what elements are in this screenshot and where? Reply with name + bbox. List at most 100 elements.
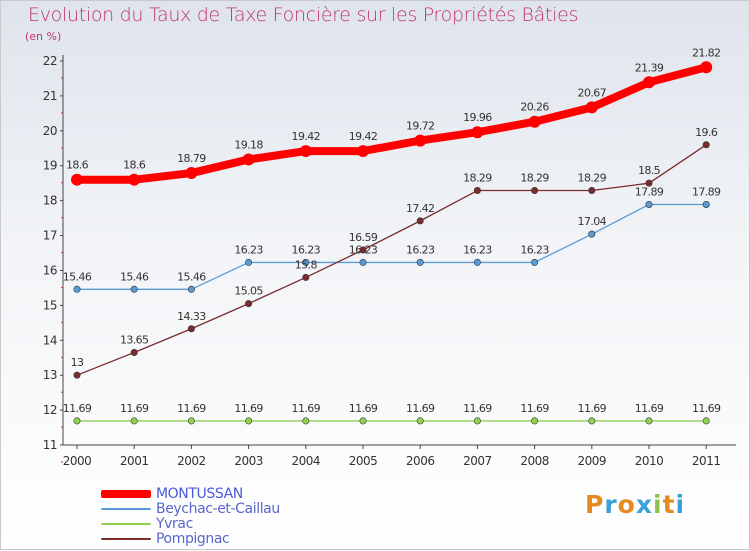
x-tick-label: 2010 <box>635 454 664 468</box>
data-label-pompignac: 18.29 <box>463 172 492 185</box>
series-line-montussan <box>73 63 711 184</box>
y-tick-label: 22 <box>43 54 57 68</box>
data-point-beychac-et-caillau <box>359 258 367 266</box>
data-point-beychac-et-caillau <box>588 230 596 238</box>
data-label-beychac-et-caillau: 17.89 <box>692 185 721 198</box>
data-label-pompignac: 15.05 <box>234 285 263 298</box>
data-label-montussan: 18.79 <box>177 152 206 165</box>
logo-letter: o <box>617 490 636 519</box>
data-point-pompignac <box>531 187 539 195</box>
chart-title: Evolution du Taux de Taxe Foncière sur l… <box>28 4 579 26</box>
data-point-montussan <box>585 101 598 114</box>
data-label-montussan: 20.67 <box>578 86 607 99</box>
data-point-yvrac <box>130 417 138 425</box>
data-label-beychac-et-caillau: 16.23 <box>234 243 263 256</box>
data-point-pompignac <box>73 371 81 379</box>
y-tick-label: 21 <box>43 89 57 103</box>
data-point-montussan <box>299 145 312 158</box>
data-point-beychac-et-caillau <box>416 258 424 266</box>
data-point-yvrac <box>416 417 424 425</box>
data-label-beychac-et-caillau: 15.46 <box>177 270 206 283</box>
data-label-montussan: 21.82 <box>692 46 721 59</box>
data-label-pompignac: 16.59 <box>349 231 378 244</box>
data-label-beychac-et-caillau: 17.89 <box>635 185 664 198</box>
data-point-beychac-et-caillau <box>73 285 81 293</box>
data-point-pompignac <box>187 325 195 333</box>
x-tick-label: 2003 <box>234 454 263 468</box>
legend-swatch <box>101 522 151 525</box>
data-point-yvrac <box>73 417 81 425</box>
data-label-yvrac: 11.69 <box>349 402 378 415</box>
data-label-montussan: 20.26 <box>520 101 549 114</box>
x-tick-label: 2008 <box>520 454 549 468</box>
y-tick-label: 17 <box>43 229 57 243</box>
data-label-pompignac: 13.65 <box>120 333 149 346</box>
data-label-pompignac: 18.5 <box>638 164 661 177</box>
data-label-montussan: 19.72 <box>406 120 435 133</box>
data-point-yvrac <box>702 417 710 425</box>
x-tick-label: 2009 <box>578 454 607 468</box>
data-label-yvrac: 11.69 <box>578 402 607 415</box>
data-point-pompignac <box>416 217 424 225</box>
legend-swatch <box>101 507 151 510</box>
y-tick-label: 15 <box>43 298 57 312</box>
series-line-pompignac <box>76 144 707 376</box>
y-tick-label: 19 <box>43 159 57 173</box>
logo-letter: P <box>585 490 605 519</box>
legend-label: MONTUSSAN <box>156 485 243 502</box>
data-point-beychac-et-caillau <box>473 258 481 266</box>
data-point-yvrac <box>473 417 481 425</box>
data-label-beychac-et-caillau: 17.04 <box>578 215 607 228</box>
data-label-yvrac: 11.69 <box>692 402 721 415</box>
data-point-pompignac <box>645 179 653 187</box>
data-label-montussan: 18.6 <box>123 159 146 172</box>
logo-letter: i <box>653 490 663 519</box>
data-point-montussan <box>185 167 198 180</box>
data-point-beychac-et-caillau <box>531 258 539 266</box>
data-point-pompignac <box>130 348 138 356</box>
data-label-montussan: 18.6 <box>66 159 89 172</box>
y-tick-label: 16 <box>43 263 57 277</box>
data-point-beychac-et-caillau <box>245 258 253 266</box>
data-label-beychac-et-caillau: 15.46 <box>63 270 92 283</box>
x-tick-label: 2007 <box>463 454 492 468</box>
data-label-yvrac: 11.69 <box>120 402 149 415</box>
logo-letter: t <box>662 490 676 519</box>
data-point-yvrac <box>245 417 253 425</box>
data-label-yvrac: 11.69 <box>463 402 492 415</box>
data-point-beychac-et-caillau <box>130 285 138 293</box>
x-tick-label: 2005 <box>349 454 378 468</box>
x-tick-label: 2002 <box>177 454 206 468</box>
data-label-yvrac: 11.69 <box>635 402 664 415</box>
data-point-yvrac <box>302 417 310 425</box>
series-line-beychac-et-caillau <box>76 203 707 290</box>
data-label-beychac-et-caillau: 16.23 <box>463 243 492 256</box>
y-tick-label: 13 <box>43 368 57 382</box>
data-point-beychac-et-caillau <box>187 285 195 293</box>
data-point-pompignac <box>473 187 481 195</box>
data-point-montussan <box>357 145 369 158</box>
data-point-pompignac <box>588 187 596 195</box>
legend-item-beychac-et-caillau: Beychac-et-Caillau <box>101 500 280 517</box>
data-point-pompignac <box>359 246 367 254</box>
x-tick-label: 2000 <box>63 454 92 468</box>
data-label-montussan: 21.39 <box>635 61 664 74</box>
data-label-pompignac: 18.29 <box>520 172 549 185</box>
legend-label: Pompignac <box>156 530 230 547</box>
data-label-beychac-et-caillau: 16.23 <box>406 243 435 256</box>
data-label-montussan: 19.42 <box>292 130 321 143</box>
x-tick-label: 2004 <box>292 454 321 468</box>
y-tick-label: 12 <box>43 403 57 417</box>
data-label-yvrac: 11.69 <box>520 402 549 415</box>
y-tick-label: 20 <box>43 124 57 138</box>
legend-label: Beychac-et-Caillau <box>156 500 280 517</box>
data-label-pompignac: 17.42 <box>406 202 435 215</box>
data-label-montussan: 19.42 <box>349 130 378 143</box>
data-point-yvrac <box>531 417 539 425</box>
data-point-montussan <box>700 61 713 74</box>
y-tick-label: 14 <box>43 333 57 347</box>
data-label-yvrac: 11.69 <box>177 402 206 415</box>
data-label-yvrac: 11.69 <box>63 402 92 415</box>
